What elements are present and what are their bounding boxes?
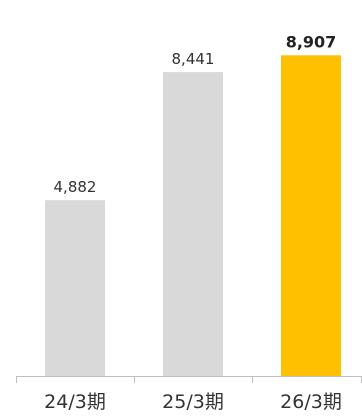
value-label-25/3期: 8,441 xyxy=(172,50,215,68)
bars-group xyxy=(45,55,341,377)
x-axis-ticks-group xyxy=(16,376,362,383)
x-tick-label-25/3期: 25/3期 xyxy=(162,391,224,413)
x-axis-labels-group: 24/3期 25/3期 26/3期 xyxy=(44,391,342,413)
value-label-24/3期: 4,882 xyxy=(54,178,97,196)
bar-26/3期 xyxy=(281,55,341,377)
bar-24/3期 xyxy=(45,200,105,376)
value-labels-group: 4,882 8,441 8,907 xyxy=(54,32,337,196)
x-tick-label-24/3期: 24/3期 xyxy=(44,391,106,413)
x-tick-label-26/3期: 26/3期 xyxy=(280,391,342,413)
bar-25/3期 xyxy=(163,72,223,376)
value-label-26/3期: 8,907 xyxy=(286,32,337,51)
